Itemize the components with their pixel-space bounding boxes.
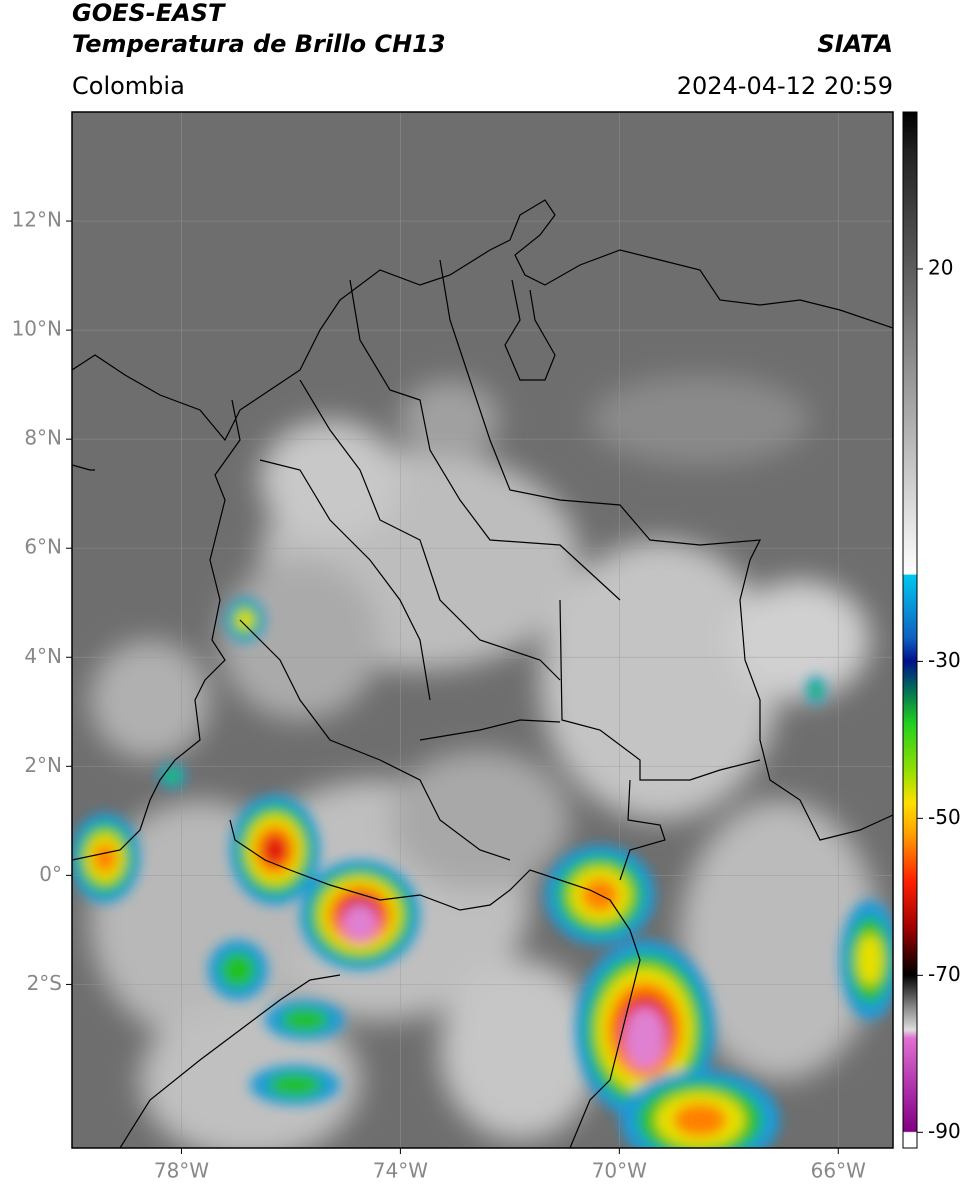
cloud [220,560,380,720]
borders [72,199,893,1148]
colorbar-tick-label: -70 [928,962,961,986]
storm-cell [673,1103,727,1137]
x-tick-label: 66°W [811,1159,866,1183]
x-tick-label: 78°W [154,1159,209,1183]
map-area [72,112,893,1148]
map-frame [71,111,894,1149]
cloud [400,380,500,460]
grid [72,112,893,1148]
cloud [90,640,210,760]
storm-cell [220,952,256,988]
y-tick-label: 4°N [24,644,62,668]
cloud [540,540,780,820]
colorbar-tick-label: -50 [928,805,961,829]
storm-cell [810,681,822,699]
y-tick-label: 6°N [24,535,62,559]
y-tick-label: 10°N [12,317,62,341]
colorbar-tick-label: -30 [928,648,961,672]
colorbar [902,111,918,1149]
colorbar-ticks: 20 -30 -50 -70 -90 [917,255,961,1143]
subtitle: Temperatura de Brillo CH13 [72,30,446,58]
colorbar-tick-label: -90 [928,1119,961,1143]
storm-cell [857,934,883,986]
x-tick-label: 70°W [592,1159,647,1183]
y-tick-label: 2°N [24,753,62,777]
storm-cell [262,835,288,865]
y-tick-label: 12°N [12,208,62,232]
storm-cell [281,1008,329,1032]
y-tick-label: 8°N [24,426,62,450]
colorbar-tick-label: 20 [928,255,953,279]
region: Colombia [72,72,185,100]
y-tick-label: 0° [39,862,62,886]
y-tick-label: 2°S [27,971,62,995]
source: SIATA [817,30,893,58]
storm-cell [268,1073,322,1097]
cloud [440,960,600,1140]
title: GOES-EAST [72,0,226,27]
x-tick-label: 74°W [373,1159,428,1183]
storm-cell [163,768,181,784]
storm-core [342,903,378,943]
storm-core [624,1006,666,1070]
storm-cell [236,610,254,630]
cloud [260,420,400,540]
cloud [680,800,880,1080]
cloud [390,750,570,890]
datetime: 2024-04-12 20:59 [677,72,893,100]
storm-cell [93,843,117,873]
cloud [730,580,870,700]
map-axes: 78°W 74°W 70°W 66°W 12°N 10°N 8°N 6°N 4°N 2°N 0° 2°… [12,208,867,1183]
cloud [590,375,810,465]
